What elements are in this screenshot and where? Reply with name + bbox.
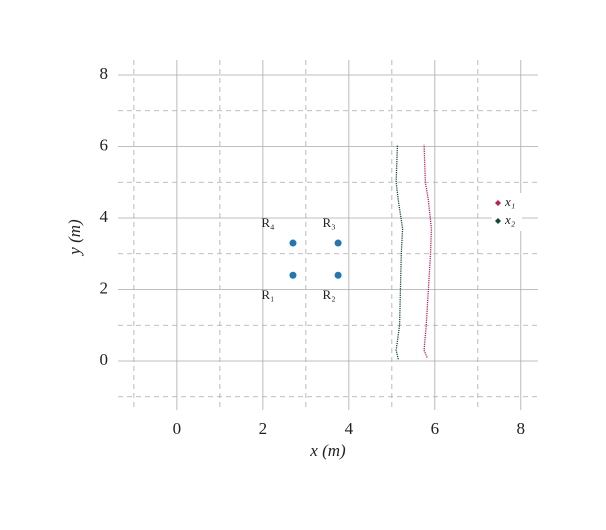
x-tick-label: 0 [173, 419, 182, 438]
x-tick-label: 6 [431, 419, 440, 438]
trajectory [423, 144, 433, 358]
x-tick-label: 4 [345, 419, 354, 438]
receiver-label: R₃ [323, 215, 336, 230]
y-tick-label: 0 [100, 350, 109, 369]
receiver [334, 271, 342, 279]
receiver-label: R₂ [323, 287, 336, 302]
x-tick-label: 2 [259, 419, 268, 438]
trajectory [395, 144, 404, 360]
y-tick-label: 6 [100, 135, 109, 154]
y-tick-label: 2 [100, 278, 109, 297]
receiver [289, 271, 297, 279]
receiver [334, 239, 342, 247]
receiver [289, 239, 297, 247]
receiver-label: R₄ [261, 215, 275, 230]
x-tick-label: 8 [517, 419, 526, 438]
y-tick-label: 8 [100, 64, 109, 83]
receiver-label: R₁ [261, 287, 274, 302]
legend-label: x₁ [504, 194, 515, 209]
legend-marker [495, 218, 501, 224]
legend-box [492, 193, 522, 231]
legend-marker [495, 200, 501, 206]
y-tick-label: 4 [100, 207, 109, 226]
y-axis-label: y (m) [65, 219, 84, 257]
legend-label: x₂ [504, 212, 516, 227]
x-axis-label: x (m) [309, 441, 346, 460]
